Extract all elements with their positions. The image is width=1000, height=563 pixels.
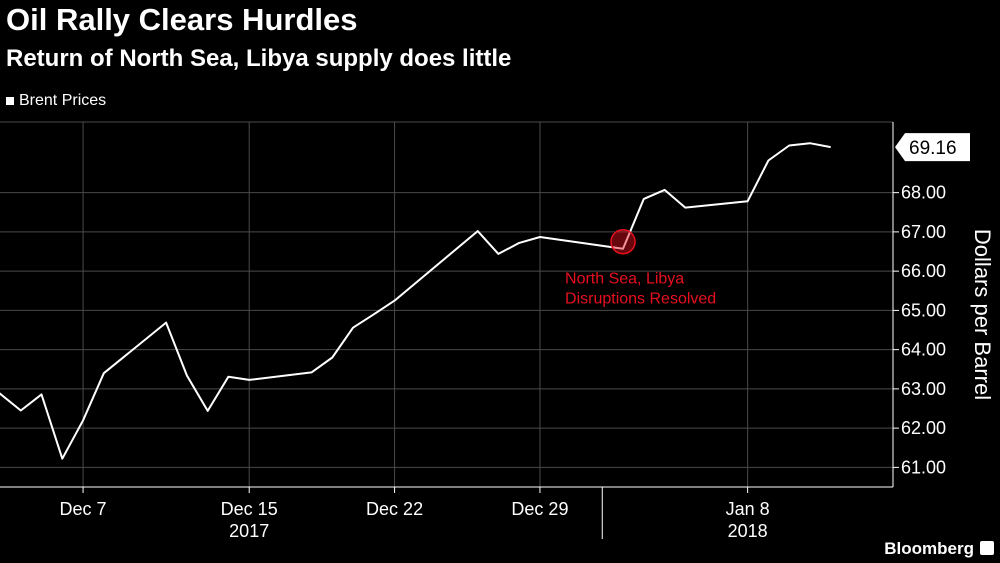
y-tick-label: 61.00: [901, 457, 946, 477]
chart-title: Oil Rally Clears Hurdles: [6, 2, 358, 37]
x-tick-label: Dec 7: [60, 499, 107, 519]
annotation-text: Disruptions Resolved: [565, 291, 716, 308]
x-tick-label: Dec 22: [366, 499, 423, 519]
bloomberg-logo-icon: [980, 541, 994, 555]
grid-lines: [0, 121, 893, 487]
y-tick-label: 67.00: [901, 222, 946, 242]
y-tick-label: 62.00: [901, 418, 946, 438]
x-tick-label: Dec 29: [511, 499, 568, 519]
x-tick-label: Jan 8: [726, 499, 770, 519]
last-value-box: [895, 133, 970, 162]
y-tick-label: 65.00: [901, 300, 946, 320]
legend-swatch: [6, 97, 14, 105]
x-axis: Dec 7 Dec 15 Dec 22 Dec 29 Jan 8 2017 2018: [0, 486, 893, 541]
y-axis-title: Dollars per Barrel: [970, 229, 995, 400]
x-year-label: 2017: [229, 521, 269, 541]
annotation-marker: [610, 228, 636, 255]
annotation-text: North Sea, Libya: [565, 271, 684, 288]
series-group: [0, 142, 831, 460]
y-tick-label: 68.00: [901, 183, 946, 203]
y-tick-label: 64.00: [901, 340, 946, 360]
legend: Brent Prices: [6, 92, 106, 110]
last-value-label: 69.16: [909, 138, 957, 159]
annotation-group: North Sea, Libya Disruptions Resolved: [565, 228, 716, 308]
y-axis: 61.00 62.00 63.00 64.00 65.00 66.00 67.00 68.00…: [892, 122, 995, 487]
source-label: Bloomberg: [884, 539, 974, 558]
chart-subtitle: Return of North Sea, Libya supply does l…: [6, 45, 512, 72]
x-year-label: 2018: [728, 521, 768, 541]
y-tick-label: 63.00: [901, 379, 946, 399]
last-value-group: 69.16: [895, 133, 970, 162]
y-tick-label: 66.00: [901, 261, 946, 281]
legend-label: Brent Prices: [19, 92, 107, 109]
x-tick-label: Dec 15: [221, 499, 278, 519]
series-line-brent: [0, 142, 831, 460]
